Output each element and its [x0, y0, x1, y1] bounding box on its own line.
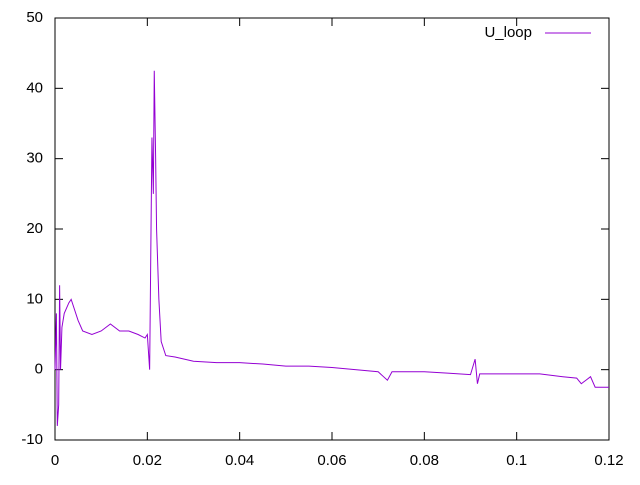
- x-tick-label: 0: [51, 452, 59, 469]
- x-tick-label: 0.06: [317, 452, 346, 469]
- y-tick-label: 40: [26, 79, 43, 96]
- data-line: [54, 70, 609, 426]
- x-tick-label: 0.04: [225, 452, 254, 469]
- legend-label: U_loop: [484, 24, 532, 41]
- x-tick-label: 0.1: [506, 452, 527, 469]
- plot-frame: [54, 17, 610, 441]
- y-tick-label: 0: [35, 361, 43, 378]
- y-tick-label: 50: [26, 9, 43, 26]
- y-tick-label: 10: [26, 290, 43, 307]
- y-tick-label: 20: [26, 220, 43, 237]
- y-tick-label: 30: [26, 150, 43, 167]
- x-tick-label: 0.02: [133, 452, 162, 469]
- x-tick-label: 0.08: [410, 452, 439, 469]
- y-tick-label: -10: [21, 431, 43, 448]
- x-tick-label: 0.12: [594, 452, 623, 469]
